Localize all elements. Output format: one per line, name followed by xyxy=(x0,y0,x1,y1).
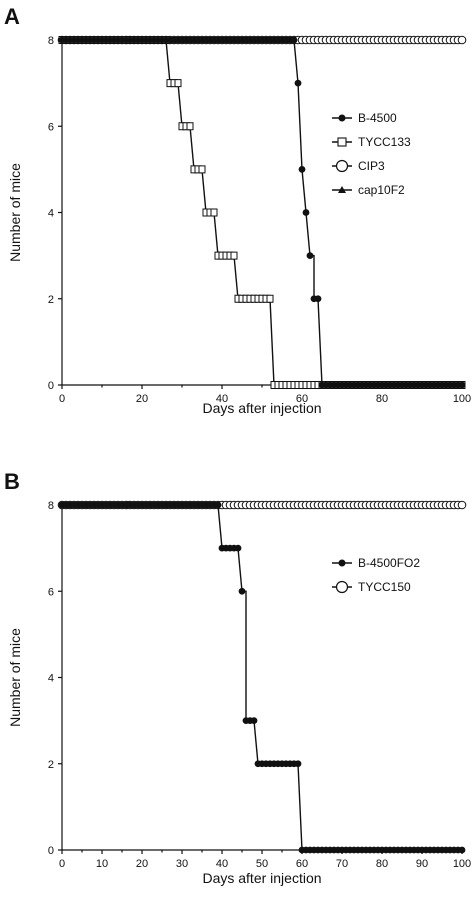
chart-b-data-point xyxy=(214,501,222,509)
chart-a-data-point xyxy=(314,295,322,303)
chart-a-data-point xyxy=(266,294,274,303)
chart-a-data-point xyxy=(230,251,238,260)
chart-a-legend-marker xyxy=(337,137,347,147)
chart-b-y-tick-label: 0 xyxy=(48,845,54,857)
chart-b-x-tick-label: 10 xyxy=(96,858,108,870)
chart-a-x-axis-title: Days after injection xyxy=(202,400,321,416)
chart-b-x-axis-title: Days after injection xyxy=(202,870,321,886)
chart-a-y-tick-label: 0 xyxy=(48,380,54,392)
chart-a-data-point xyxy=(198,165,206,174)
chart-a-series-line xyxy=(62,39,462,386)
chart-panel-b: B 0 2 4 6 8 0 10 20 30 40 50 60 70 80 90 100 Days after i… xyxy=(0,465,474,915)
chart-b-data-point xyxy=(250,717,258,725)
chart-a-data-point xyxy=(457,35,467,45)
chart-a-legend-label: CIP3 xyxy=(358,159,385,173)
chart-b-legend-marker xyxy=(338,559,346,567)
chart-a-legend-label: cap10F2 xyxy=(358,183,405,197)
chart-b-y-tick-label: 2 xyxy=(48,759,54,771)
chart-b-x-tick-label: 60 xyxy=(296,858,308,870)
chart-a-series-b-4500 xyxy=(58,36,466,389)
chart-b-legend-label: B-4500FO2 xyxy=(358,556,420,570)
chart-a-legend-marker xyxy=(338,186,346,193)
chart-a-legend-marker xyxy=(335,159,349,173)
chart-a-y-axis-title: Number of mice xyxy=(7,163,23,262)
chart-b-x-tick-label: 70 xyxy=(336,858,348,870)
chart-a-y-tick-label: 8 xyxy=(48,35,54,47)
chart-a-data-point xyxy=(174,79,182,88)
chart-b-x-tick-label: 0 xyxy=(59,858,65,870)
chart-b-panel-letter: B xyxy=(4,469,20,494)
chart-a-y-tick-label: 6 xyxy=(48,121,54,133)
chart-b-x-tick-label: 40 xyxy=(216,858,228,870)
chart-a-legend-marker xyxy=(338,114,346,122)
chart-b-legend-marker xyxy=(335,580,349,594)
chart-b-x-tick-label: 20 xyxy=(136,858,148,870)
chart-b-y-axis-title: Number of mice xyxy=(7,628,23,727)
chart-a-data-point xyxy=(186,122,194,131)
chart-b-legend-label: TYCC150 xyxy=(358,580,411,594)
chart-a-x-tick-label: 20 xyxy=(136,393,148,405)
chart-a-series-line xyxy=(62,39,462,386)
chart-a-series-tycc133 xyxy=(58,36,466,389)
chart-a-data-point xyxy=(306,252,314,260)
chart-b-data-point xyxy=(457,500,467,510)
chart-b-data-point xyxy=(294,760,302,768)
chart-a-data-point xyxy=(210,208,218,217)
chart-a-data-point xyxy=(290,36,298,44)
chart-a-legend: B-4500 TYCC133 CIP3 cap10F2 xyxy=(332,111,411,197)
chart-a-x-tick-label: 80 xyxy=(376,393,388,405)
chart-b-x-tick-label: 50 xyxy=(256,858,268,870)
chart-b-x-tick-label: 80 xyxy=(376,858,388,870)
chart-b-y-tick-label: 4 xyxy=(48,673,54,685)
chart-b-series-b-4500fo2 xyxy=(58,501,466,854)
chart-a-data-point xyxy=(302,209,310,216)
chart-a-legend-label: B-4500 xyxy=(358,111,397,125)
chart-b-data-point xyxy=(238,587,246,595)
chart-a-y-tick-label: 2 xyxy=(48,294,54,306)
chart-b-x-tick-label: 100 xyxy=(453,858,471,870)
chart-a-data-point xyxy=(298,165,306,173)
chart-a-x-tick-label: 60 xyxy=(296,393,308,405)
chart-b-y-tick-label: 8 xyxy=(48,500,54,512)
chart-b-data-point xyxy=(234,544,242,552)
chart-a-x-tick-label: 0 xyxy=(59,393,65,405)
chart-b-series-line xyxy=(62,504,462,851)
chart-b-data-point xyxy=(458,846,466,854)
chart-a-x-tick-label: 40 xyxy=(216,393,228,405)
chart-a-legend-label: TYCC133 xyxy=(358,135,411,149)
chart-panel-a: A 0 2 4 6 8 0 20 40 60 80 100 Days after injection Nu… xyxy=(0,0,474,450)
chart-a-panel-letter: A xyxy=(4,4,20,29)
chart-a-data-point xyxy=(294,79,302,87)
chart-a-y-tick-label: 4 xyxy=(48,208,54,220)
chart-b-y-tick-label: 6 xyxy=(48,586,54,598)
chart-b-legend: B-4500FO2 TYCC150 xyxy=(332,556,420,594)
chart-a-data-point xyxy=(458,381,466,389)
chart-b-x-tick-label: 30 xyxy=(176,858,188,870)
chart-b-x-tick-label: 90 xyxy=(416,858,428,870)
chart-a-x-tick-label: 100 xyxy=(453,393,471,405)
